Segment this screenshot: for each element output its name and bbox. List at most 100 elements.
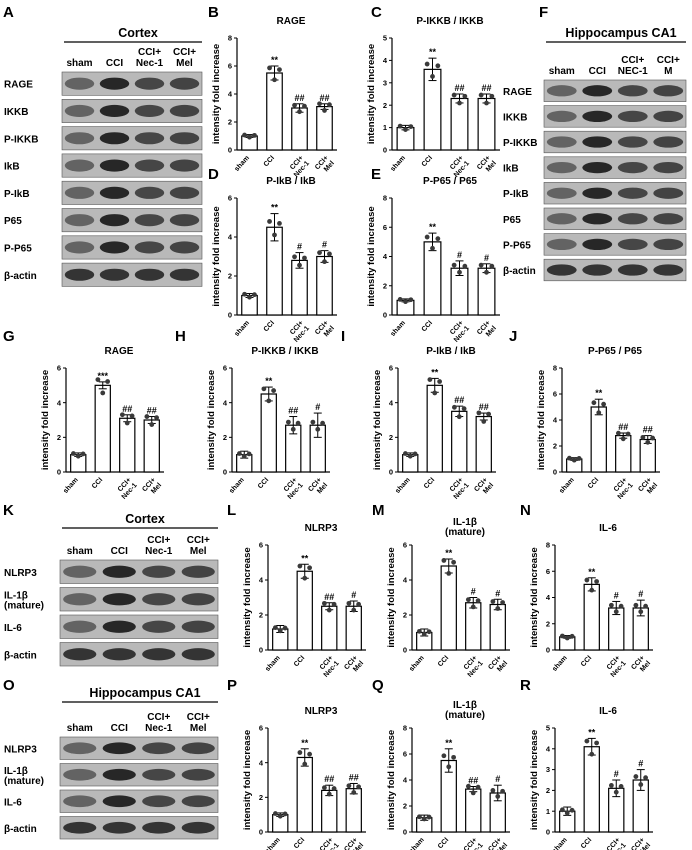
- band: [169, 77, 200, 90]
- y-tick-label: 6: [553, 390, 557, 399]
- chart-title: P-IKKB / IKKB: [251, 346, 318, 357]
- band: [582, 238, 613, 251]
- y-tick-label: 2: [228, 272, 232, 281]
- data-point: [490, 599, 496, 604]
- data-point: [327, 102, 332, 108]
- band: [617, 213, 648, 225]
- data-point: [242, 291, 247, 297]
- band: [582, 110, 613, 123]
- band: [102, 648, 136, 661]
- band: [546, 264, 577, 276]
- panel-label-i: I: [341, 328, 345, 345]
- gel-strip: [59, 789, 219, 813]
- x-tick-label: sham: [551, 837, 568, 850]
- y-tick-label: 2: [389, 433, 393, 442]
- bar: [94, 384, 111, 473]
- band: [102, 593, 136, 606]
- data-point: [424, 234, 430, 240]
- bar: [321, 605, 338, 651]
- bar: [345, 605, 362, 651]
- lane-label: CCI+ M: [657, 55, 680, 77]
- chart-m: IL-1β (mature) 0 2 4 6 intensity fold increase…: [386, 517, 510, 679]
- x-tick-label: CCI: [263, 320, 276, 334]
- data-point: [446, 764, 452, 770]
- band: [181, 620, 215, 633]
- gel-strip: [543, 182, 687, 205]
- y-tick-label: 2: [403, 611, 407, 620]
- data-point: [559, 633, 565, 639]
- data-point: [435, 63, 441, 69]
- band: [142, 742, 176, 755]
- y-tick-label: 0: [259, 646, 263, 655]
- row-label: P65: [503, 215, 521, 226]
- x-tick-label: CCI+Mel: [307, 477, 329, 499]
- x-tick-label: CCI+Nec-1: [447, 477, 471, 501]
- significance-marker: #: [495, 774, 500, 784]
- x-tick-label: CCI: [580, 837, 593, 850]
- x-tick-label: CCI+Nec-1: [604, 655, 628, 679]
- significance-marker: ##: [294, 93, 304, 103]
- y-tick-label: 6: [228, 194, 232, 203]
- lane-label: CCI: [106, 58, 123, 69]
- x-tick-label: CCI+Nec-1: [317, 837, 341, 850]
- data-point: [441, 558, 447, 563]
- band: [653, 136, 684, 148]
- gel-strip: [543, 258, 687, 282]
- bar: [321, 789, 338, 833]
- band: [617, 136, 648, 148]
- data-point: [397, 123, 403, 129]
- data-point: [356, 601, 362, 607]
- data-point: [608, 783, 614, 788]
- gel-strip: [61, 208, 203, 233]
- x-tick-label: CCI: [423, 477, 436, 491]
- band: [134, 104, 165, 118]
- y-tick-label: 0: [546, 646, 550, 655]
- significance-marker: **: [431, 367, 439, 377]
- band: [99, 104, 130, 118]
- band: [63, 565, 97, 578]
- x-tick-label: sham: [408, 837, 425, 850]
- data-point: [315, 426, 321, 432]
- y-tick-label: 0: [57, 468, 61, 477]
- data-point: [489, 93, 495, 99]
- gel-strip: [61, 99, 203, 123]
- row-label: P65: [4, 216, 22, 227]
- band: [617, 264, 648, 276]
- band: [99, 159, 130, 172]
- y-tick-label: 2: [553, 442, 557, 451]
- significance-marker: #: [457, 250, 462, 260]
- row-label: IL-1β (mature): [4, 766, 44, 787]
- gel-strip: [59, 642, 219, 667]
- band: [64, 132, 95, 145]
- data-point: [246, 451, 252, 457]
- lane-label: CCI+ Nec-1: [136, 47, 164, 69]
- bar: [583, 583, 600, 651]
- row-label: IL-6: [4, 623, 22, 634]
- gel-strip: [543, 156, 687, 179]
- data-point: [426, 629, 432, 635]
- data-point: [475, 598, 481, 604]
- bar: [450, 97, 469, 151]
- y-tick-label: 4: [223, 398, 228, 407]
- band: [63, 593, 97, 606]
- band: [64, 186, 95, 199]
- band: [63, 620, 97, 633]
- data-point: [292, 102, 297, 108]
- band: [169, 268, 200, 281]
- band: [582, 85, 613, 97]
- band: [134, 186, 165, 199]
- row-label: P-IKKB: [503, 138, 537, 149]
- band: [99, 241, 130, 254]
- significance-marker: #: [614, 590, 619, 600]
- panel-label-p: P: [227, 677, 237, 694]
- gel-strip: [61, 126, 203, 151]
- data-point: [564, 635, 570, 641]
- band: [617, 238, 648, 251]
- data-point: [100, 390, 106, 396]
- band: [181, 795, 215, 808]
- data-point: [633, 602, 639, 608]
- data-point: [613, 609, 619, 615]
- y-tick-label: 0: [389, 468, 393, 477]
- data-point: [290, 426, 296, 432]
- blot-title: Hippocampus CA1: [89, 686, 200, 700]
